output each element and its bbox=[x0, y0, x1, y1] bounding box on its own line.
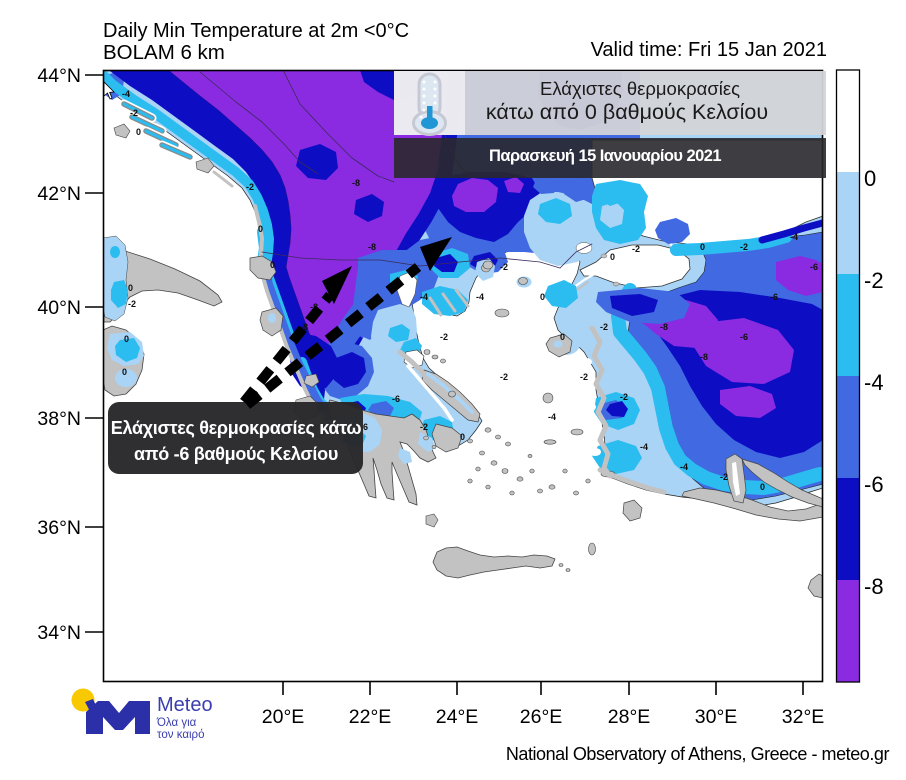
svg-text:-2: -2 bbox=[740, 242, 748, 252]
svg-text:-8: -8 bbox=[864, 574, 884, 599]
svg-text:-4: -4 bbox=[680, 462, 688, 472]
svg-text:0: 0 bbox=[700, 242, 705, 252]
svg-text:-4: -4 bbox=[476, 292, 484, 302]
svg-text:Όλα για: Όλα για bbox=[156, 717, 197, 729]
svg-text:0: 0 bbox=[136, 127, 141, 137]
svg-text:-8: -8 bbox=[700, 352, 708, 362]
svg-text:-8: -8 bbox=[368, 242, 376, 252]
svg-text:0: 0 bbox=[270, 260, 275, 270]
svg-text:κάτω από 0 βαθμούς Κελσίου: κάτω από 0 βαθμούς Κελσίου bbox=[486, 100, 768, 124]
svg-text:Meteo: Meteo bbox=[157, 694, 213, 716]
svg-text:0: 0 bbox=[460, 432, 465, 442]
svg-text:Ελάχιστες θερμοκρασίες κάτω: Ελάχιστες θερμοκρασίες κάτω bbox=[111, 418, 362, 438]
svg-text:32°E: 32°E bbox=[782, 706, 825, 728]
svg-text:-2: -2 bbox=[720, 472, 728, 482]
svg-text:36°N: 36°N bbox=[37, 517, 81, 539]
svg-text:-6: -6 bbox=[810, 262, 818, 272]
svg-text:-2: -2 bbox=[246, 182, 254, 192]
svg-text:-2: -2 bbox=[500, 262, 508, 272]
svg-text:42°N: 42°N bbox=[37, 183, 81, 205]
svg-text:0: 0 bbox=[864, 166, 876, 191]
svg-text:Ελάχιστες θερμοκρασίες: Ελάχιστες θερμοκρασίες bbox=[540, 78, 740, 99]
svg-text:22°E: 22°E bbox=[349, 706, 392, 728]
svg-text:0: 0 bbox=[128, 283, 133, 293]
svg-text:National Observatory of Athens: National Observatory of Athens, Greece -… bbox=[506, 744, 890, 764]
svg-text:τον καιρό: τον καιρό bbox=[157, 729, 204, 741]
svg-text:-6: -6 bbox=[770, 292, 778, 302]
svg-text:Παρασκευή 15 Ιανουαρίου 2021: Παρασκευή 15 Ιανουαρίου 2021 bbox=[489, 147, 721, 165]
svg-text:-2: -2 bbox=[864, 268, 884, 293]
svg-text:-8: -8 bbox=[660, 322, 668, 332]
svg-text:0: 0 bbox=[560, 332, 565, 342]
svg-text:34°N: 34°N bbox=[37, 622, 81, 644]
svg-text:0: 0 bbox=[610, 252, 615, 262]
svg-text:0: 0 bbox=[122, 367, 127, 377]
svg-text:-2: -2 bbox=[600, 322, 608, 332]
svg-text:-6: -6 bbox=[392, 394, 400, 404]
svg-text:-2: -2 bbox=[500, 372, 508, 382]
svg-text:0: 0 bbox=[124, 334, 129, 344]
svg-text:44°N: 44°N bbox=[37, 65, 81, 87]
svg-text:-4: -4 bbox=[790, 232, 798, 242]
svg-text:-6: -6 bbox=[864, 472, 884, 497]
svg-text:Daily Min Temperature at 2m <0: Daily Min Temperature at 2m <0°C bbox=[103, 20, 409, 42]
svg-text:24°E: 24°E bbox=[436, 706, 479, 728]
svg-text:Valid time: Fri 15 Jan 2021: Valid time: Fri 15 Jan 2021 bbox=[591, 39, 827, 61]
svg-text:-4: -4 bbox=[420, 292, 428, 302]
svg-text:26°E: 26°E bbox=[520, 706, 563, 728]
svg-text:-2: -2 bbox=[130, 108, 138, 118]
svg-text:-2: -2 bbox=[580, 372, 588, 382]
svg-text:0: 0 bbox=[258, 224, 263, 234]
svg-text:-4: -4 bbox=[864, 370, 884, 395]
svg-text:-2: -2 bbox=[620, 392, 628, 402]
svg-text:0: 0 bbox=[540, 292, 545, 302]
svg-text:-4: -4 bbox=[548, 412, 556, 422]
svg-text:-2: -2 bbox=[420, 422, 428, 432]
svg-text:20°E: 20°E bbox=[262, 706, 305, 728]
svg-text:0: 0 bbox=[760, 482, 765, 492]
svg-text:-8: -8 bbox=[352, 178, 360, 188]
svg-text:από -6 βαθμούς Κελσίου: από -6 βαθμούς Κελσίου bbox=[134, 444, 338, 464]
svg-text:BOLAM 6 km: BOLAM 6 km bbox=[103, 41, 225, 64]
svg-text:38°N: 38°N bbox=[37, 408, 81, 430]
svg-text:30°E: 30°E bbox=[695, 706, 738, 728]
svg-text:-2: -2 bbox=[632, 244, 640, 254]
svg-text:-2: -2 bbox=[440, 332, 448, 342]
svg-text:-6: -6 bbox=[740, 332, 748, 342]
svg-text:-4: -4 bbox=[640, 442, 648, 452]
svg-text:40°N: 40°N bbox=[37, 297, 81, 319]
svg-text:28°E: 28°E bbox=[608, 706, 651, 728]
svg-text:-6: -6 bbox=[360, 422, 368, 432]
svg-text:-8: -8 bbox=[300, 322, 308, 332]
svg-text:-4: -4 bbox=[122, 89, 130, 99]
svg-text:-2: -2 bbox=[128, 299, 136, 309]
